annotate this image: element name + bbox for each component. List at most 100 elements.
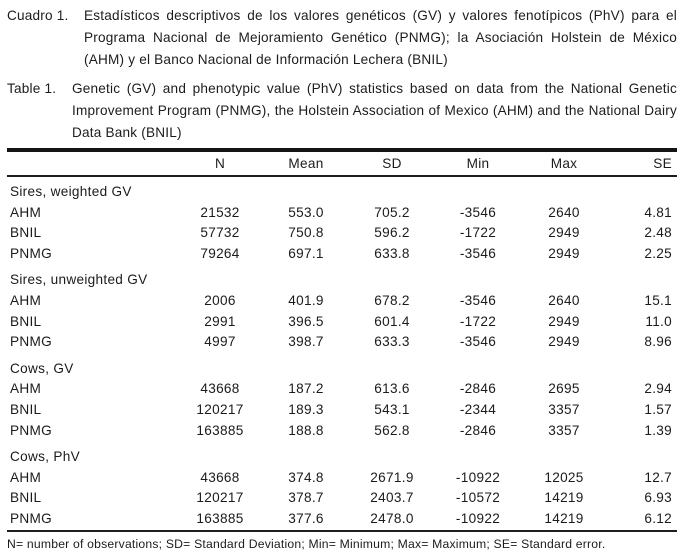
cell-n: 163885 — [196, 510, 244, 526]
cell-se: 1.57 — [644, 401, 672, 417]
statistics-table: N Mean SD Min Max SE Sires, weighted GV A… — [7, 148, 677, 532]
caption-english-label: Table 1. — [7, 81, 57, 96]
row-label: PNMG — [10, 422, 52, 438]
cell-n: 57732 — [200, 225, 240, 241]
row-label: PNMG — [10, 245, 52, 261]
table-row: BNIL 120217 378.7 2403.7 -10572 14219 6.93 — [7, 488, 677, 509]
cell-max: 2949 — [548, 313, 580, 329]
table-row: AHM 43668 187.2 613.6 -2846 2695 2.94 — [7, 379, 677, 400]
column-header-sd: SD — [382, 156, 402, 171]
cell-se: 12.7 — [644, 469, 672, 485]
cell-n: 21532 — [200, 204, 240, 220]
cell-max: 14219 — [544, 490, 584, 506]
table-row: PNMG 163885 377.6 2478.0 -10922 14219 6.12 — [7, 509, 677, 530]
cell-max: 2640 — [548, 204, 580, 220]
table-header-row: N Mean SD Min Max SE — [7, 152, 677, 175]
cell-min: -10922 — [455, 469, 501, 485]
row-label: BNIL — [10, 313, 42, 329]
row-label: BNIL — [10, 490, 42, 506]
row-label: AHM — [10, 292, 42, 308]
cell-min: -1722 — [459, 225, 497, 241]
cell-sd: 2403.7 — [370, 490, 414, 506]
cell-mean: 398.7 — [288, 334, 324, 350]
cell-mean: 697.1 — [288, 245, 324, 261]
row-label: PNMG — [10, 334, 52, 350]
cell-max: 2949 — [548, 245, 580, 261]
cell-se: 2.48 — [644, 225, 672, 241]
cell-mean: 188.8 — [288, 422, 324, 438]
cell-mean: 378.7 — [288, 490, 324, 506]
cell-mean: 401.9 — [288, 292, 324, 308]
cell-sd: 613.6 — [374, 381, 410, 397]
cell-se: 2.25 — [644, 245, 672, 261]
cell-max: 3357 — [548, 422, 580, 438]
cell-max: 12025 — [544, 469, 584, 485]
cell-sd: 562.8 — [374, 422, 410, 438]
cell-se: 8.96 — [644, 334, 672, 350]
table-body: Sires, weighted GV AHM 21532 553.0 705.2 -354… — [7, 182, 677, 530]
cell-min: -2846 — [459, 422, 497, 438]
column-header-n: N — [214, 156, 226, 171]
cell-n: 2006 — [204, 292, 236, 308]
table-top-rule — [7, 148, 677, 152]
cell-mean: 553.0 — [288, 204, 324, 220]
cell-se: 1.39 — [644, 422, 672, 438]
cell-sd: 633.8 — [374, 245, 410, 261]
cell-mean: 396.5 — [288, 313, 324, 329]
table-bottom-rule — [7, 529, 677, 532]
caption-spanish-text: Estadísticos descriptivos de los valores… — [84, 8, 677, 67]
table-row: AHM 43668 374.8 2671.9 -10922 12025 12.7 — [7, 468, 677, 489]
table-row: BNIL 57732 750.8 596.2 -1722 2949 2.48 — [7, 223, 677, 244]
cell-n: 43668 — [200, 381, 240, 397]
cell-mean: 187.2 — [288, 381, 324, 397]
cell-sd: 601.4 — [374, 313, 410, 329]
cell-min: -2846 — [459, 381, 497, 397]
table-row: PNMG 163885 188.8 562.8 -2846 3357 1.39 — [7, 421, 677, 442]
cell-n: 120217 — [196, 490, 244, 506]
cell-max: 2640 — [548, 292, 580, 308]
cell-mean: 750.8 — [288, 225, 324, 241]
cell-n: 79264 — [200, 245, 240, 261]
cell-min: -10572 — [455, 490, 501, 506]
cell-se: 11.0 — [645, 313, 672, 329]
caption-english-text: Genetic (GV) and phenotypic value (PhV) … — [72, 81, 677, 140]
column-header-max: Max — [550, 156, 578, 171]
row-label: AHM — [10, 381, 42, 397]
cell-n: 43668 — [200, 469, 240, 485]
row-label: AHM — [10, 469, 42, 485]
cell-min: -3546 — [459, 292, 497, 308]
cell-min: -2344 — [459, 401, 497, 417]
table-row: PNMG 4997 398.7 633.3 -3546 2949 8.96 — [7, 332, 677, 353]
cell-min: -3546 — [459, 245, 497, 261]
section-header-label: Cows, PhV — [10, 449, 80, 465]
cell-sd: 2671.9 — [370, 469, 414, 485]
cell-max: 3357 — [548, 401, 580, 417]
cell-max: 2949 — [548, 225, 580, 241]
table-header-rule — [7, 175, 677, 177]
cell-max: 2695 — [548, 381, 580, 397]
table-footnote: N= number of observations; SD= Standard … — [7, 536, 606, 551]
cell-sd: 2478.0 — [370, 510, 414, 526]
section-header-row: Cows, PhV — [7, 447, 677, 468]
row-label: BNIL — [10, 225, 42, 241]
cell-max: 2949 — [548, 334, 580, 350]
cell-min: -10922 — [455, 510, 501, 526]
table-row: AHM 2006 401.9 678.2 -3546 2640 15.1 — [7, 291, 677, 312]
cell-max: 14219 — [544, 510, 584, 526]
cell-mean: 377.6 — [288, 510, 324, 526]
caption-spanish: Cuadro 1. Estadísticos descriptivos de lo… — [7, 5, 677, 71]
cell-sd: 705.2 — [374, 204, 410, 220]
cell-n: 120217 — [196, 401, 244, 417]
cell-min: -3546 — [459, 334, 497, 350]
cell-mean: 189.3 — [288, 401, 324, 417]
row-label: AHM — [10, 204, 42, 220]
cell-se: 2.94 — [644, 381, 672, 397]
section-header-row: Sires, unweighted GV — [7, 270, 677, 291]
cell-mean: 374.8 — [288, 469, 324, 485]
section-header-row: Sires, weighted GV — [7, 182, 677, 203]
cell-sd: 543.1 — [374, 401, 410, 417]
table-row: BNIL 2991 396.5 601.4 -1722 2949 11.0 — [7, 312, 677, 333]
cell-sd: 678.2 — [374, 292, 410, 308]
table-row: BNIL 120217 189.3 543.1 -2344 3357 1.57 — [7, 400, 677, 421]
